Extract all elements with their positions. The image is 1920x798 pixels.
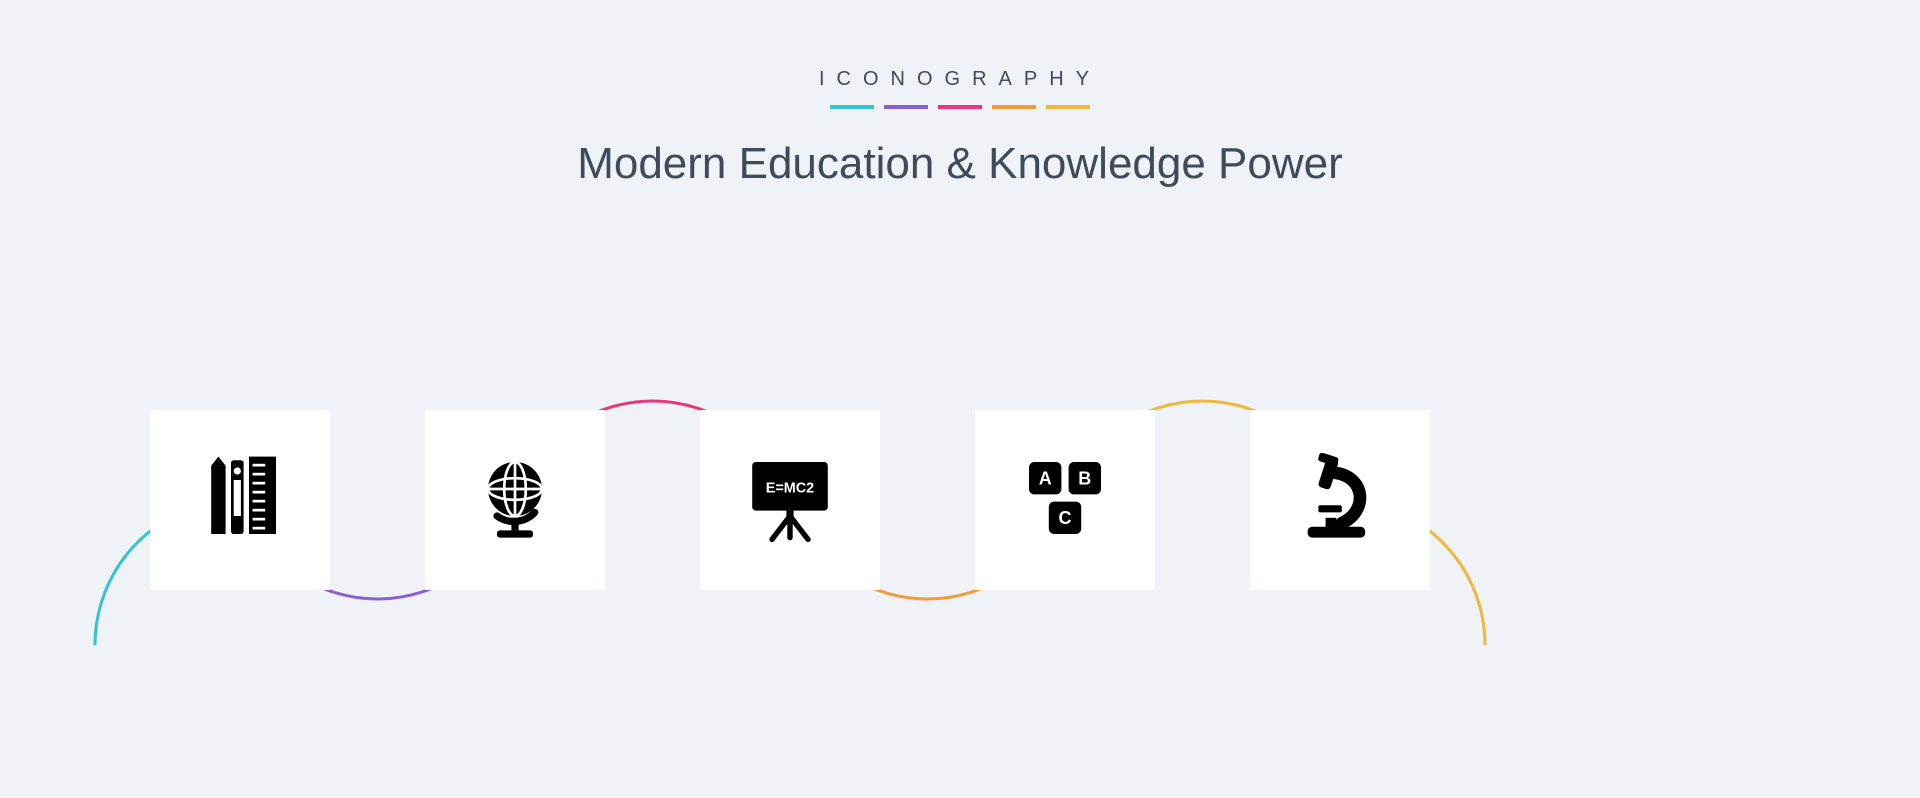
- icon-card: A B C: [975, 410, 1155, 590]
- icon-card: [425, 410, 605, 590]
- underline-seg-yellow: [1046, 105, 1090, 109]
- page-title: Modern Education & Knowledge Power: [0, 139, 1920, 189]
- icon-card: E=MC2: [700, 410, 880, 590]
- icon-card: [150, 410, 330, 590]
- globe-icon: [470, 453, 560, 548]
- microscope-icon: [1295, 453, 1385, 548]
- board-icon: E=MC2: [742, 453, 838, 548]
- header: ICONOGRAPHY Modern Education & Knowledge…: [0, 0, 1920, 189]
- svg-text:E=MC2: E=MC2: [766, 480, 814, 496]
- stationery-icon: [195, 453, 285, 548]
- underline-seg-orange: [992, 105, 1036, 109]
- brand-underline: [0, 105, 1920, 109]
- svg-text:A: A: [1039, 468, 1052, 488]
- svg-text:C: C: [1059, 508, 1072, 528]
- underline-seg-purple: [884, 105, 928, 109]
- underline-seg-pink: [938, 105, 982, 109]
- icon-card: [1250, 410, 1430, 590]
- brand-text: ICONOGRAPHY: [0, 68, 1920, 91]
- svg-text:B: B: [1078, 468, 1091, 488]
- abc-blocks-icon: A B C: [1019, 453, 1111, 548]
- underline-seg-teal: [830, 105, 874, 109]
- icon-stage: E=MC2 A B C: [0, 260, 1920, 760]
